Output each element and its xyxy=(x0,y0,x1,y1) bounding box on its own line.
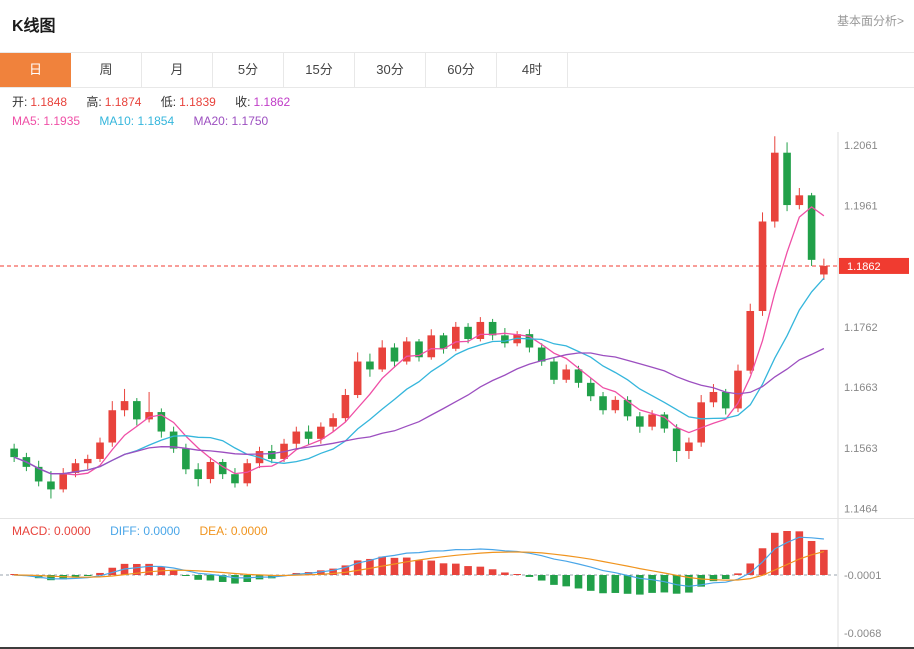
high-value: 1.1874 xyxy=(104,95,142,109)
price-axis-label: 1.1464 xyxy=(844,503,878,515)
current-price-tag-label: 1.1862 xyxy=(847,261,881,273)
close-label: 收: xyxy=(235,95,251,109)
diff-label: DIFF: xyxy=(110,524,141,538)
price-axis-label: 1.1663 xyxy=(844,382,878,394)
dea-line xyxy=(14,551,825,581)
price-axis-label: 1.1563 xyxy=(844,443,878,455)
open-value: 1.1848 xyxy=(30,95,68,109)
price-axis-label: 1.1762 xyxy=(844,322,878,334)
candlestick-chart[interactable]: 1.2061 1.1961 1.1762 1.1663 1.1563 1.1464 1.18… xyxy=(0,132,914,518)
ma20-label: MA20: xyxy=(193,114,229,128)
close-value: 1.1862 xyxy=(253,95,291,109)
diff-line xyxy=(14,536,824,587)
ma5-line xyxy=(13,206,825,476)
dea-label: DEA: xyxy=(199,524,228,538)
diff-value: 0.0000 xyxy=(143,524,181,538)
tab-15min[interactable]: 15分 xyxy=(284,53,355,87)
open-label: 开: xyxy=(12,95,28,109)
low-label: 低: xyxy=(160,95,177,109)
ma10-line xyxy=(13,277,825,475)
interval-tabs: 日 周 月 5分 15分 30分 60分 4时 xyxy=(0,52,914,88)
candles xyxy=(10,136,828,499)
ma-readout: MA5: 1.1935 MA10: 1.1854 MA20: 1.1750 xyxy=(12,112,914,131)
macd-label: MACD: xyxy=(12,524,51,538)
price-panel: 1.2061 1.1961 1.1762 1.1663 1.1563 1.1464 1.18… xyxy=(0,132,914,518)
tab-4hour[interactable]: 4时 xyxy=(497,53,568,87)
tab-month[interactable]: 月 xyxy=(142,53,213,87)
current-price-tag xyxy=(839,257,909,274)
ma5-label: MA5: xyxy=(12,114,41,128)
macd-chart[interactable]: -0.0001 -0.0068 xyxy=(0,519,914,647)
macd-axis-label: -0.0001 xyxy=(844,570,881,582)
page-title: K线图 xyxy=(12,18,56,35)
tab-week[interactable]: 周 xyxy=(71,53,142,87)
low-value: 1.1839 xyxy=(179,95,216,109)
ma20-line xyxy=(13,347,825,475)
ma5-value: 1.1935 xyxy=(43,114,81,128)
tab-5min[interactable]: 5分 xyxy=(213,53,284,87)
header: K线图 基本面分析> xyxy=(0,0,914,52)
price-axis-label: 1.1961 xyxy=(844,201,878,213)
chart-readouts: 开: 1.1848 高: 1.1874 低: 1.1839 收: 1.1862 MA5:… xyxy=(0,88,914,132)
dea-value: 0.0000 xyxy=(230,524,268,538)
price-axis-label: 1.2061 xyxy=(844,140,878,152)
tab-60min[interactable]: 60分 xyxy=(426,53,497,87)
fundamental-analysis-link[interactable]: 基本面分析> xyxy=(836,14,904,28)
tab-day[interactable]: 日 xyxy=(0,53,71,87)
ma10-label: MA10: xyxy=(99,114,135,128)
high-label: 高: xyxy=(86,95,102,109)
macd-value: 0.0000 xyxy=(54,524,91,538)
ohlc-readout: 开: 1.1848 高: 1.1874 低: 1.1839 收: 1.1862 xyxy=(12,93,914,112)
ma10-value: 1.1854 xyxy=(137,114,175,128)
macd-readout: MACD: 0.0000 DIFF: 0.0000 DEA: 0.0000 xyxy=(12,524,284,538)
macd-axis-label: -0.0068 xyxy=(844,628,881,640)
ma20-value: 1.1750 xyxy=(231,114,269,128)
tab-30min[interactable]: 30分 xyxy=(355,53,426,87)
macd-histogram xyxy=(10,531,828,595)
macd-panel: MACD: 0.0000 DIFF: 0.0000 DEA: 0.0000 -0… xyxy=(0,518,914,647)
